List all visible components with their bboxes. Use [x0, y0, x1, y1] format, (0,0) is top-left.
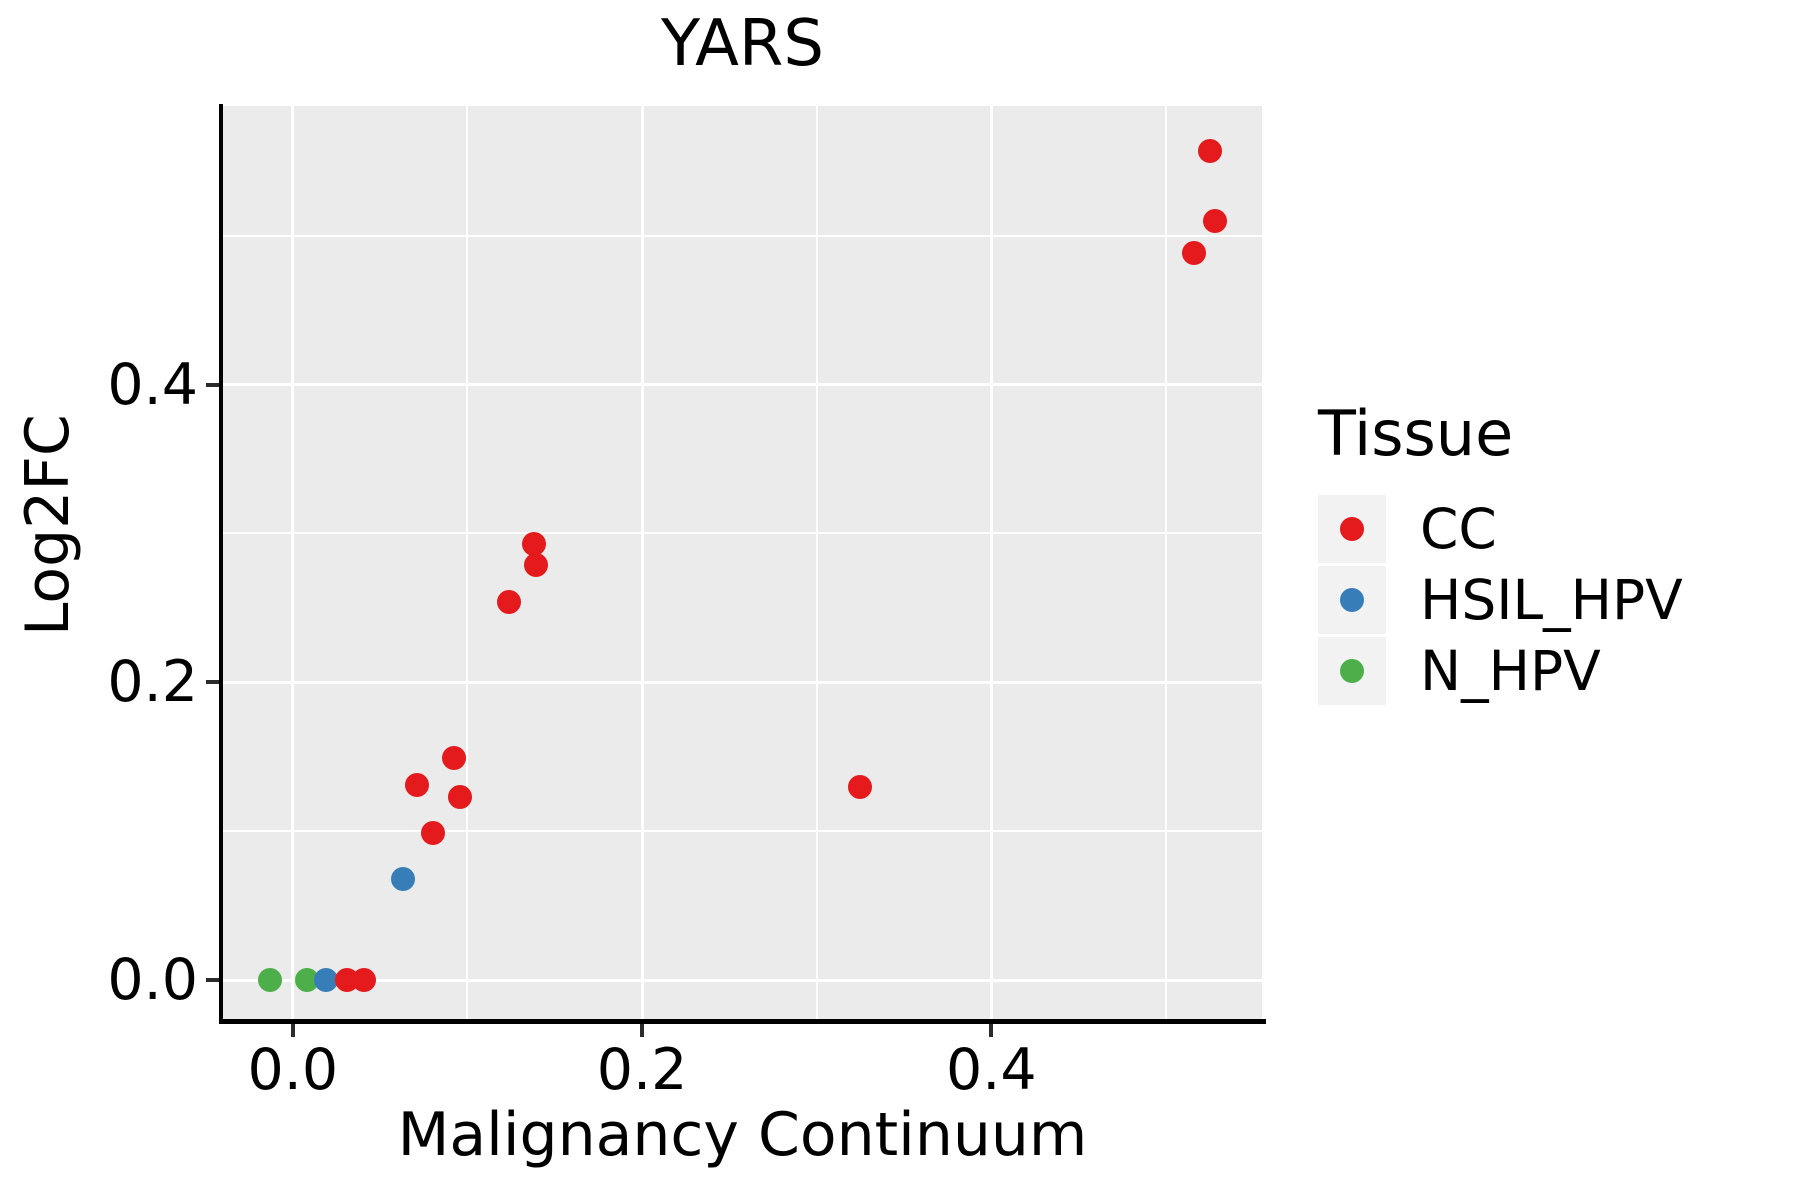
y-tick-0.2 — [206, 680, 219, 685]
gridline-x-major-0 — [291, 106, 295, 1019]
legend-entry-CC: CC — [1318, 495, 1788, 564]
chart-title: YARS — [661, 7, 824, 81]
x-tick-label-0.4: 0.4 — [946, 1037, 1037, 1103]
legend-dot-icon-N_HPV — [1340, 659, 1364, 684]
point-CC-6 — [497, 589, 522, 614]
legend-label-CC: CC — [1420, 496, 1497, 561]
legend-key-N_HPV — [1318, 637, 1386, 706]
y-tick-label-0.4: 0.4 — [107, 351, 198, 418]
gridline-y-major-0.4 — [223, 383, 1262, 387]
x-axis-label: Malignancy Continuum — [397, 1100, 1088, 1170]
gridline-y-minor-0.3 — [223, 532, 1262, 535]
gridline-x-minor-0.1 — [466, 106, 469, 1019]
legend-key-CC — [1318, 495, 1386, 564]
legend-entry-HSIL_HPV: HSIL_HPV — [1318, 566, 1788, 635]
legend-key-HSIL_HPV — [1318, 566, 1386, 635]
legend-label-HSIL_HPV: HSIL_HPV — [1420, 567, 1683, 632]
point-CC-12 — [1202, 208, 1227, 233]
point-CC-2 — [404, 773, 429, 798]
y-tick-0.4 — [206, 382, 219, 387]
point-CC-10 — [1181, 241, 1206, 266]
point-CC-8 — [523, 552, 548, 577]
point-CC-5 — [448, 785, 473, 810]
x-tick-label-0.2: 0.2 — [596, 1037, 688, 1103]
legend-entries: CC HSIL_HPV N_HPV — [1318, 495, 1788, 706]
x-tick-0.0 — [290, 1024, 295, 1037]
y-axis-line — [219, 104, 223, 1024]
x-tick-0.2 — [640, 1024, 645, 1037]
x-tick-0.4 — [989, 1024, 994, 1037]
gridline-y-minor-0.5 — [223, 234, 1262, 237]
x-tick-label-0.0: 0.0 — [247, 1037, 339, 1103]
legend-dot-icon-HSIL_HPV — [1340, 588, 1364, 613]
gridline-x-minor-0.5 — [1164, 106, 1167, 1019]
gridline-x-minor-0.3 — [815, 106, 818, 1019]
gridline-x-major-0.4 — [989, 106, 993, 1019]
gridline-x-major-0.2 — [640, 106, 644, 1019]
y-axis-label: Log2FC — [13, 414, 83, 636]
point-CC-3 — [420, 820, 445, 845]
point-HSIL_HPV-0 — [314, 968, 339, 993]
point-CC-11 — [1197, 138, 1222, 163]
point-CC-9 — [848, 774, 873, 799]
legend-label-N_HPV: N_HPV — [1420, 638, 1601, 703]
point-CC-4 — [441, 746, 466, 771]
x-axis-line — [219, 1019, 1266, 1024]
gridline-y-minor-0.1 — [223, 830, 1262, 833]
point-CC-7 — [521, 531, 546, 556]
y-tick-label-0.0: 0.0 — [107, 947, 198, 1014]
legend-entry-N_HPV: N_HPV — [1318, 637, 1788, 706]
legend-title: Tissue — [1318, 397, 1514, 470]
gridline-y-major-0 — [223, 978, 1262, 982]
y-tick-0.0 — [206, 978, 219, 983]
legend-dot-icon-CC — [1340, 517, 1364, 542]
point-CC-1 — [352, 968, 377, 993]
legend: Tissue CC HSIL_HPV N_HPV — [1318, 398, 1788, 708]
gridline-y-major-0.2 — [223, 680, 1262, 684]
plot-panel — [223, 106, 1262, 1019]
y-tick-label-0.2: 0.2 — [107, 649, 198, 716]
point-N_HPV-0 — [258, 968, 283, 993]
point-HSIL_HPV-1 — [390, 866, 415, 891]
